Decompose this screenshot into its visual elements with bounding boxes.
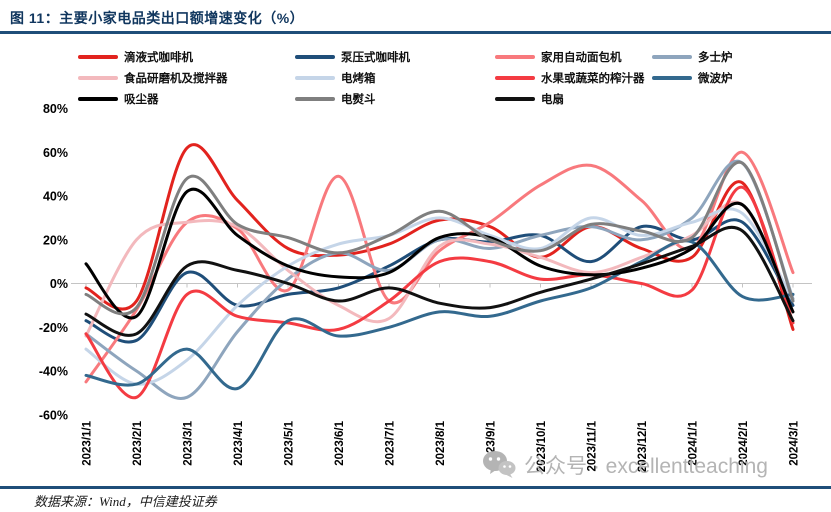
legend-label: 家用自动面包机 <box>541 52 622 64</box>
legend-item: 微波炉 <box>652 71 733 85</box>
x-tick-label: 2023/8/1 <box>435 420 447 465</box>
watermark: 公众号 · excellentteaching <box>482 450 768 480</box>
legend-label: 食品研磨机及搅拌器 <box>124 73 228 85</box>
legend-item: 泵压式咖啡机 <box>295 50 410 64</box>
x-tick-label: 2024/1/1 <box>688 420 700 465</box>
y-tick-label: -40% <box>39 365 68 379</box>
x-tick-label: 2024/2/1 <box>738 420 750 465</box>
legend-swatch <box>495 55 535 59</box>
y-tick-label: 60% <box>43 146 68 160</box>
x-tick-label: 2024/3/1 <box>789 420 801 465</box>
legend-item: 电扇 <box>495 92 564 106</box>
legend-swatch <box>295 97 335 101</box>
legend-item: 电烤箱 <box>295 71 376 85</box>
x-tick-label: 2023/12/1 <box>637 420 649 472</box>
legend-swatch <box>78 55 118 59</box>
legend-label: 泵压式咖啡机 <box>341 52 410 64</box>
y-tick-label: 40% <box>43 190 68 204</box>
figure-title: 图 11：主要小家电品类出口额增速变化（%） <box>10 10 305 26</box>
watermark-text: 公众号 · excellentteaching <box>524 455 768 478</box>
legend-label: 吸尘器 <box>124 94 159 106</box>
legend-swatch <box>78 76 118 80</box>
legend-label: 多士炉 <box>698 52 733 64</box>
x-tick-label: 2023/1/1 <box>82 420 94 465</box>
y-tick-label: 0% <box>50 277 68 291</box>
legend-swatch <box>495 76 535 80</box>
series-line <box>84 185 795 399</box>
series-line <box>84 150 795 384</box>
legend-label: 微波炉 <box>698 73 733 85</box>
series-line <box>84 187 795 320</box>
y-tick-label: 80% <box>43 102 68 116</box>
footer-rule <box>0 486 831 489</box>
data-source: 数据来源：Wind，中信建投证券 <box>34 494 217 509</box>
legend-label: 电熨斗 <box>341 94 376 106</box>
legend-swatch <box>78 97 118 101</box>
x-tick-label: 2023/11/1 <box>587 420 599 471</box>
y-tick-label: 20% <box>43 233 68 247</box>
legend-item: 滴液式咖啡机 <box>78 50 193 64</box>
x-tick-label: 2023/7/1 <box>385 420 397 465</box>
x-tick-label: 2023/2/1 <box>132 420 144 465</box>
series-line <box>84 207 795 386</box>
legend-swatch <box>652 76 692 80</box>
legend-swatch <box>652 55 692 59</box>
legend-item: 食品研磨机及搅拌器 <box>78 71 228 85</box>
y-tick-label: -60% <box>39 408 68 422</box>
series-line <box>84 143 795 331</box>
legend-item: 电熨斗 <box>295 92 376 106</box>
legend-item: 多士炉 <box>652 50 733 64</box>
x-tick-label: 2023/4/1 <box>233 420 245 465</box>
y-tick-label: -20% <box>39 321 68 335</box>
x-tick-label: 2023/10/1 <box>536 420 548 472</box>
legend-swatch <box>495 97 535 101</box>
legend-label: 水果或蔬菜的榨汁器 <box>541 73 645 85</box>
x-tick-label: 2023/5/1 <box>284 420 296 465</box>
legend-item: 吸尘器 <box>78 92 159 106</box>
wechat-icon <box>483 451 516 478</box>
legend-swatch <box>295 76 335 80</box>
series-line <box>84 200 795 338</box>
legend-label: 电烤箱 <box>341 73 376 85</box>
legend-label: 滴液式咖啡机 <box>124 52 193 64</box>
series-line <box>84 225 795 337</box>
chart-legend: 滴液式咖啡机 泵压式咖啡机 家用自动面包机 多士炉食品研磨机及搅拌器 电烤箱 水果或蔬菜的… <box>0 0 831 110</box>
series-line <box>84 159 795 400</box>
title-rule <box>0 31 831 34</box>
legend-item: 家用自动面包机 <box>495 50 622 64</box>
x-tick-label: 2023/3/1 <box>183 420 195 465</box>
legend-item: 水果或蔬菜的榨汁器 <box>495 71 645 85</box>
series-line <box>84 160 795 316</box>
legend-swatch <box>295 55 335 59</box>
legend-label: 电扇 <box>541 94 564 106</box>
x-tick-label: 2023/6/1 <box>334 420 346 465</box>
